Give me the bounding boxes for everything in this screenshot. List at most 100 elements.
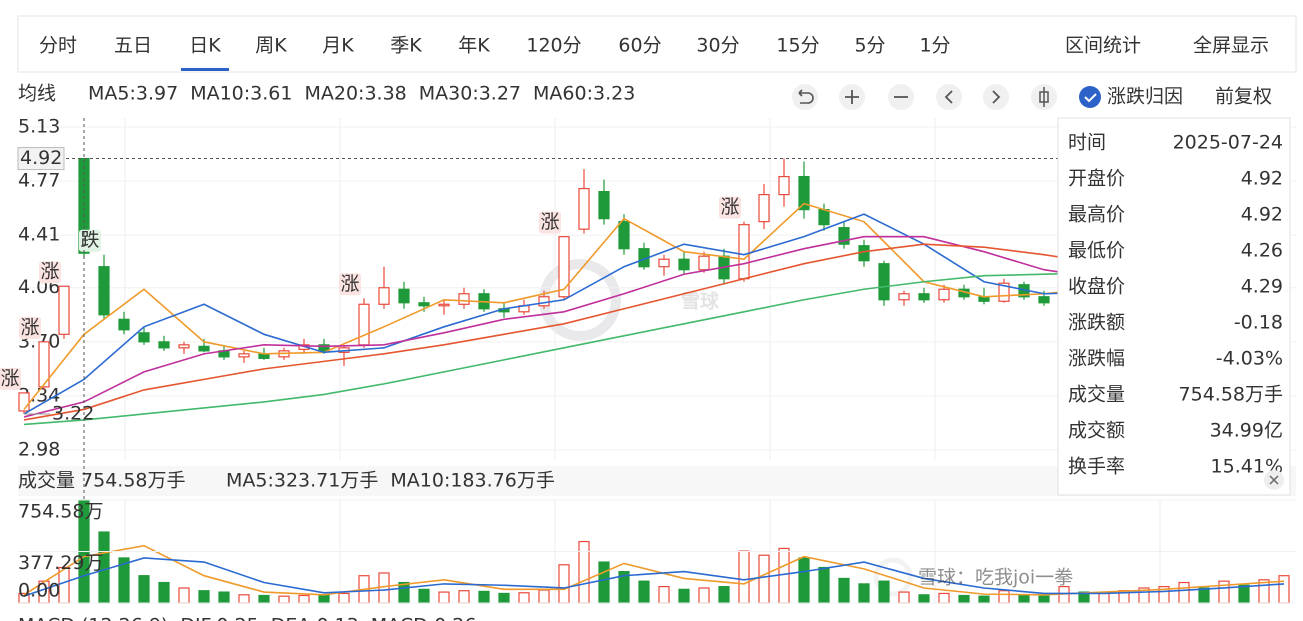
tab[interactable]: 月K bbox=[322, 35, 354, 57]
volume-bar bbox=[878, 580, 890, 604]
macd-legend: DEA:0.13 bbox=[271, 615, 359, 621]
volume-bar bbox=[278, 595, 290, 604]
candle-body bbox=[678, 258, 690, 271]
header-link[interactable]: 区间统计 bbox=[1065, 35, 1141, 57]
candle-body bbox=[558, 236, 570, 298]
marker-box bbox=[0, 367, 21, 390]
tooltip-label: 涨跌额 bbox=[1068, 312, 1125, 334]
legend-entry: MA20:3.38 bbox=[304, 83, 406, 105]
toggle-label: 涨跌归因 bbox=[1107, 86, 1183, 108]
candle-body bbox=[418, 302, 430, 307]
candle-body bbox=[118, 318, 130, 331]
tab[interactable]: 15分 bbox=[776, 35, 819, 57]
volume-bar bbox=[1178, 581, 1190, 604]
macd-legend: DIF:0.25 bbox=[180, 615, 258, 621]
legend-entry: MA5:3.97 bbox=[88, 83, 178, 105]
volume-bar bbox=[998, 590, 1010, 604]
volume-bar bbox=[938, 592, 950, 604]
tool-buttons bbox=[792, 84, 1101, 110]
tooltip-label: 时间 bbox=[1068, 132, 1106, 154]
legend-entry: MA5:323.71万手 bbox=[226, 470, 378, 492]
tooltip-value: -0.18 bbox=[1234, 312, 1283, 334]
tab[interactable]: 60分 bbox=[618, 35, 661, 57]
volume-bar bbox=[538, 589, 550, 604]
volume-bar bbox=[758, 554, 770, 604]
volume-bar bbox=[798, 557, 810, 604]
marker-text: 跌 bbox=[80, 229, 99, 251]
candle-body bbox=[378, 287, 390, 305]
left-icon bbox=[944, 90, 953, 104]
volume-bar bbox=[378, 572, 390, 604]
volume-bar bbox=[178, 587, 190, 604]
left-button[interactable] bbox=[936, 84, 962, 110]
tooltip-label: 涨跌幅 bbox=[1068, 348, 1125, 370]
check-mark bbox=[1084, 93, 1097, 103]
tooltip-value: -4.03% bbox=[1216, 348, 1283, 370]
y-tick-label: 4.77 bbox=[18, 170, 60, 192]
volume-bar bbox=[578, 540, 590, 604]
tab[interactable]: 周K bbox=[255, 35, 287, 57]
tab[interactable]: 1分 bbox=[919, 35, 950, 57]
candle-body bbox=[398, 288, 410, 304]
tooltip-value: 4.26 bbox=[1241, 240, 1283, 262]
volume-bar bbox=[1018, 594, 1030, 604]
legend-title: 均线 bbox=[18, 83, 56, 105]
candle-body bbox=[838, 227, 850, 245]
candle-body bbox=[58, 285, 70, 335]
tab[interactable]: 日K bbox=[189, 35, 221, 57]
tab[interactable]: 年K bbox=[458, 35, 490, 57]
volume-bar bbox=[298, 594, 310, 604]
candle-icon bbox=[1039, 87, 1049, 107]
tooltip-label: 成交额 bbox=[1068, 420, 1125, 442]
tab[interactable]: 五日 bbox=[114, 35, 152, 57]
volume-bar bbox=[398, 581, 410, 604]
volume-bar bbox=[1038, 595, 1050, 604]
volume-bar bbox=[718, 586, 730, 604]
tooltip-value: 754.58万手 bbox=[1179, 384, 1283, 406]
volume-bar bbox=[138, 575, 150, 604]
candle-body bbox=[598, 191, 610, 220]
candle-body bbox=[798, 175, 810, 211]
candle-body bbox=[658, 258, 670, 268]
marker-text: 涨 bbox=[20, 316, 39, 338]
volume-bar bbox=[778, 547, 790, 604]
y-tick-label: 5.13 bbox=[18, 116, 60, 138]
volume-ma-line bbox=[23, 557, 1285, 597]
volume-bar bbox=[558, 564, 570, 604]
tooltip-value: 4.92 bbox=[1241, 204, 1283, 226]
candle-body bbox=[138, 332, 150, 343]
tab[interactable]: 分时 bbox=[39, 35, 77, 57]
tooltip-label: 最低价 bbox=[1068, 240, 1125, 262]
y-tick-label: 4.41 bbox=[18, 224, 60, 246]
adjust-label[interactable]: 前复权 bbox=[1215, 86, 1272, 108]
candle-body bbox=[918, 293, 930, 301]
volume-bar bbox=[198, 590, 210, 604]
volume-bar bbox=[518, 592, 530, 604]
legend-entry: MA60:3.23 bbox=[533, 83, 635, 105]
candle-body bbox=[1038, 296, 1050, 304]
legend-entry: MA10:183.76万手 bbox=[390, 470, 554, 492]
volume-bar bbox=[1198, 587, 1210, 604]
marker-box bbox=[339, 273, 361, 296]
legend-entry: MA30:3.27 bbox=[419, 83, 521, 105]
candle-body bbox=[238, 353, 250, 358]
volume-bar bbox=[598, 561, 610, 604]
volume-bar bbox=[1098, 592, 1110, 604]
undo-button[interactable] bbox=[792, 84, 818, 110]
y-tick-label: 754.58万 bbox=[18, 501, 103, 523]
header-link[interactable]: 全屏显示 bbox=[1193, 35, 1269, 57]
tab[interactable]: 季K bbox=[390, 35, 422, 57]
tab[interactable]: 30分 bbox=[696, 35, 739, 57]
volume-bar bbox=[458, 590, 470, 604]
check-circle[interactable] bbox=[1079, 86, 1101, 108]
right-button[interactable] bbox=[983, 84, 1009, 110]
volume-bar bbox=[418, 588, 430, 604]
macd-legend: MACD (12,26,9) bbox=[18, 615, 168, 621]
tooltip-label: 成交量 bbox=[1068, 384, 1125, 406]
tab[interactable]: 5分 bbox=[854, 35, 885, 57]
candle-body bbox=[38, 341, 50, 388]
tooltip-label: 开盘价 bbox=[1068, 168, 1125, 190]
tooltip-value: 4.29 bbox=[1241, 276, 1283, 298]
tab[interactable]: 120分 bbox=[526, 35, 581, 57]
candle-body bbox=[538, 296, 550, 307]
